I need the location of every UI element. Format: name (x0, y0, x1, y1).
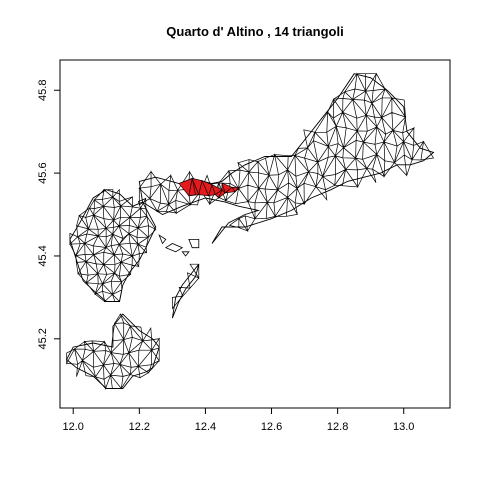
y-tick-label-3: 45.8 (37, 80, 49, 101)
y-tick-label-0: 45.2 (37, 328, 49, 349)
mesh-boundary-north (138, 73, 435, 244)
mesh-boundary-lido (171, 263, 200, 319)
mesh-boundary-south (66, 313, 160, 389)
y-axis: 45.2 45.4 45.6 45.8 (37, 80, 61, 350)
highlighted-triangles (178, 177, 240, 199)
mesh-island-1 (188, 238, 200, 249)
y-tick-label-2: 45.6 (37, 162, 49, 183)
x-tick-label-2: 12.4 (195, 421, 216, 433)
mesh-region-lido (172, 263, 200, 310)
highlighted-triangle-12 (231, 186, 240, 193)
mesh-island-3 (158, 234, 167, 245)
mesh-region-south (66, 313, 160, 390)
chart-title: Quarto d' Altino , 14 triangoli (166, 24, 343, 39)
x-tick-label-4: 12.8 (327, 421, 348, 433)
x-tick-label-5: 13.0 (393, 421, 414, 433)
mesh-island-2 (181, 251, 190, 257)
y-tick-label-1: 45.4 (37, 245, 49, 266)
x-axis: 12.0 12.2 12.4 12.6 12.8 13.0 (63, 407, 414, 433)
x-tick-label-0: 12.0 (63, 421, 84, 433)
mesh-region-north (138, 72, 435, 232)
x-tick-label-3: 12.6 (261, 421, 282, 433)
mesh-island-0 (164, 243, 184, 253)
mesh-boundary-west (69, 189, 157, 302)
x-tick-label-1: 12.2 (129, 421, 150, 433)
highlighted-triangle-13 (188, 178, 196, 197)
mesh-layer (66, 72, 435, 390)
